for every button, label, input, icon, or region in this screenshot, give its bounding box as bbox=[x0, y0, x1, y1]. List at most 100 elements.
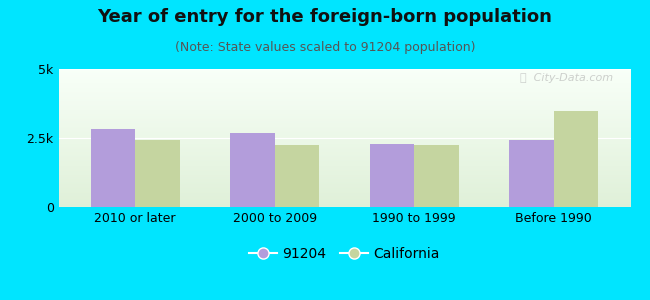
Legend: 91204, California: 91204, California bbox=[244, 241, 445, 266]
Bar bbox=[58, 147, 630, 148]
Bar bbox=[58, 76, 630, 77]
Bar bbox=[58, 125, 630, 126]
Bar bbox=[58, 86, 630, 87]
Bar bbox=[58, 202, 630, 203]
Bar bbox=[58, 70, 630, 71]
Bar bbox=[58, 161, 630, 162]
Bar bbox=[58, 189, 630, 190]
Bar bbox=[58, 111, 630, 112]
Bar bbox=[58, 84, 630, 85]
Bar bbox=[58, 119, 630, 120]
Bar bbox=[58, 83, 630, 84]
Bar bbox=[58, 199, 630, 200]
Bar bbox=[58, 74, 630, 75]
Bar bbox=[58, 122, 630, 123]
Bar bbox=[58, 129, 630, 130]
Bar bbox=[58, 193, 630, 194]
Bar bbox=[58, 192, 630, 193]
Bar bbox=[58, 139, 630, 140]
Bar bbox=[58, 75, 630, 76]
Bar bbox=[58, 133, 630, 134]
Bar bbox=[58, 100, 630, 101]
Bar bbox=[58, 149, 630, 150]
Bar bbox=[58, 143, 630, 144]
Bar bbox=[58, 181, 630, 182]
Bar bbox=[58, 107, 630, 108]
Bar bbox=[58, 185, 630, 186]
Bar bbox=[58, 72, 630, 73]
Bar bbox=[58, 98, 630, 99]
Bar bbox=[58, 196, 630, 197]
Bar bbox=[58, 203, 630, 204]
Bar bbox=[58, 71, 630, 72]
Bar bbox=[58, 97, 630, 98]
Bar bbox=[370, 144, 414, 207]
Bar bbox=[58, 81, 630, 82]
Text: Year of entry for the foreign-born population: Year of entry for the foreign-born popul… bbox=[98, 8, 552, 26]
Bar bbox=[58, 176, 630, 177]
Bar bbox=[58, 205, 630, 206]
Bar bbox=[58, 131, 630, 132]
Bar bbox=[58, 179, 630, 180]
Bar bbox=[230, 133, 275, 207]
Bar bbox=[58, 200, 630, 201]
Bar bbox=[58, 87, 630, 88]
Bar bbox=[275, 145, 319, 207]
Bar bbox=[58, 103, 630, 104]
Bar bbox=[58, 145, 630, 146]
Bar bbox=[58, 167, 630, 168]
Bar bbox=[58, 112, 630, 113]
Bar bbox=[58, 144, 630, 145]
Bar bbox=[58, 109, 630, 110]
Bar bbox=[58, 184, 630, 185]
Bar bbox=[58, 173, 630, 174]
Bar bbox=[58, 159, 630, 160]
Bar bbox=[58, 108, 630, 109]
Bar bbox=[58, 101, 630, 102]
Bar bbox=[58, 141, 630, 142]
Bar bbox=[58, 91, 630, 92]
Bar bbox=[58, 134, 630, 135]
Bar bbox=[509, 140, 554, 207]
Bar bbox=[58, 174, 630, 175]
Bar bbox=[58, 116, 630, 117]
Bar bbox=[58, 168, 630, 169]
Bar bbox=[58, 113, 630, 114]
Bar bbox=[58, 156, 630, 157]
Bar bbox=[90, 129, 135, 207]
Bar bbox=[58, 154, 630, 155]
Bar bbox=[58, 85, 630, 86]
Bar bbox=[58, 130, 630, 131]
Bar bbox=[58, 128, 630, 129]
Bar bbox=[58, 157, 630, 158]
Bar bbox=[58, 105, 630, 106]
Bar bbox=[58, 180, 630, 181]
Bar bbox=[58, 195, 630, 196]
Bar bbox=[58, 123, 630, 124]
Bar bbox=[58, 99, 630, 100]
Bar bbox=[58, 135, 630, 136]
Bar bbox=[58, 114, 630, 115]
Bar bbox=[58, 110, 630, 111]
Bar bbox=[58, 206, 630, 207]
Bar bbox=[58, 78, 630, 79]
Bar bbox=[58, 146, 630, 147]
Bar bbox=[58, 142, 630, 143]
Text: ⓘ  City-Data.com: ⓘ City-Data.com bbox=[520, 73, 614, 83]
Bar bbox=[58, 190, 630, 191]
Bar bbox=[58, 178, 630, 179]
Bar bbox=[58, 117, 630, 118]
Bar bbox=[58, 182, 630, 183]
Bar bbox=[58, 136, 630, 137]
Bar bbox=[58, 121, 630, 122]
Bar bbox=[58, 77, 630, 78]
Bar bbox=[58, 155, 630, 156]
Bar bbox=[58, 183, 630, 184]
Bar bbox=[58, 198, 630, 199]
Bar bbox=[58, 104, 630, 105]
Bar bbox=[58, 80, 630, 81]
Bar bbox=[58, 96, 630, 97]
Bar bbox=[58, 164, 630, 165]
Bar bbox=[58, 163, 630, 164]
Bar bbox=[58, 82, 630, 83]
